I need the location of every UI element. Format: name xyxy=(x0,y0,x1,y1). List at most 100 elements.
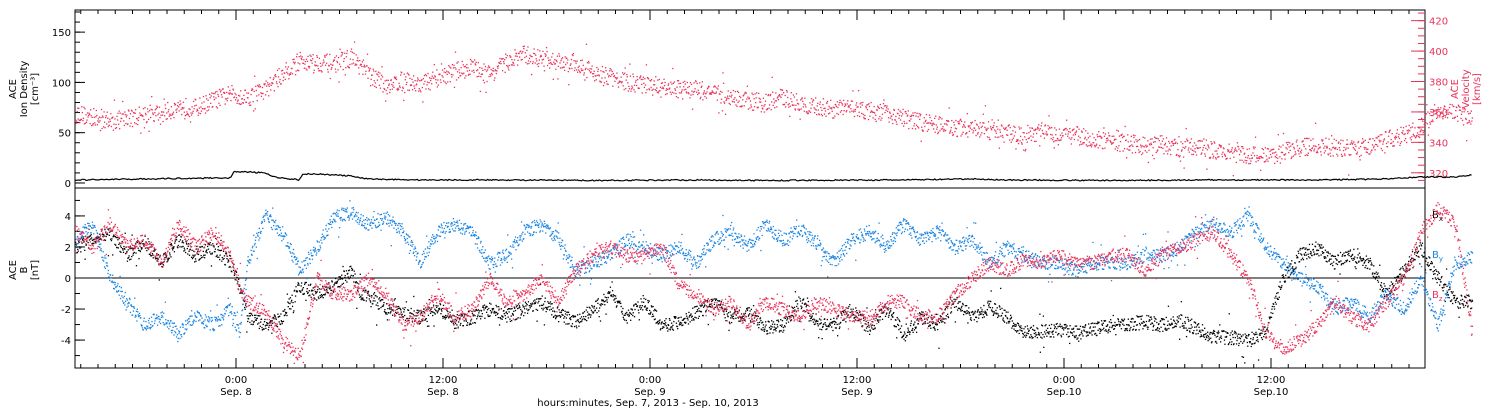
velocity-point xyxy=(1166,146,1168,148)
b-point-bx xyxy=(677,317,679,319)
velocity-point xyxy=(926,122,928,124)
velocity-point xyxy=(560,58,563,60)
velocity-point xyxy=(867,103,869,106)
b-point-bx xyxy=(861,325,863,327)
velocity-point xyxy=(721,91,723,93)
b-point-bx xyxy=(495,314,497,317)
b-point-bx xyxy=(111,238,113,240)
b-point-bx xyxy=(814,323,816,325)
b-point-bx xyxy=(475,308,477,311)
b-point-bx xyxy=(347,272,349,275)
velocity-point xyxy=(991,119,993,121)
b-point-bx xyxy=(427,307,429,309)
b-point-bx xyxy=(556,307,559,309)
b-point-bx xyxy=(951,303,954,305)
velocity-point xyxy=(953,124,956,126)
velocity-point xyxy=(458,72,461,74)
velocity-point xyxy=(484,65,487,68)
b-point-bx xyxy=(610,294,612,297)
b-point-bx xyxy=(657,320,659,323)
velocity-point xyxy=(1018,128,1021,130)
velocity-point xyxy=(704,95,706,98)
b-point-bx xyxy=(92,239,94,241)
velocity-point xyxy=(607,83,609,86)
b-point-bx xyxy=(391,309,393,311)
velocity-point xyxy=(567,70,569,73)
velocity-point xyxy=(539,56,542,58)
velocity-point xyxy=(375,86,377,89)
b-point-bx xyxy=(638,312,640,314)
velocity-point xyxy=(855,104,857,106)
b-point-bx xyxy=(259,315,261,317)
velocity-point xyxy=(578,65,580,67)
b-point-bx xyxy=(911,329,913,331)
velocity-point xyxy=(961,133,963,135)
b-point-bx xyxy=(725,310,728,312)
b-point-bx xyxy=(109,238,112,240)
velocity-point xyxy=(825,115,827,117)
b-point-bx xyxy=(873,318,875,320)
velocity-point xyxy=(1084,137,1086,140)
b-point-bx xyxy=(830,318,832,321)
velocity-point xyxy=(1334,148,1336,150)
b-point-bx xyxy=(495,311,498,314)
b-point-bx xyxy=(833,317,835,319)
velocity-point xyxy=(1363,146,1365,149)
b-point-bx xyxy=(290,301,292,303)
velocity-point xyxy=(838,104,840,106)
velocity-point xyxy=(460,75,462,77)
b-point-bx xyxy=(800,307,803,310)
velocity-point xyxy=(1027,137,1030,140)
velocity-point xyxy=(293,63,296,65)
velocity-point xyxy=(1440,107,1442,109)
velocity-point xyxy=(893,108,895,111)
b-point-bx xyxy=(460,315,462,317)
velocity-point xyxy=(699,97,701,100)
velocity-point xyxy=(189,108,191,111)
velocity-point xyxy=(842,99,845,101)
b-point-bx xyxy=(316,291,318,293)
velocity-point xyxy=(967,136,969,138)
velocity-point xyxy=(978,126,980,128)
velocity-point xyxy=(321,64,324,66)
velocity-point xyxy=(1143,146,1145,148)
b-point-bx xyxy=(281,322,283,325)
b-point-bx xyxy=(216,254,218,256)
velocity-point xyxy=(466,63,468,66)
b-point-bx xyxy=(334,282,336,284)
velocity-point xyxy=(1356,151,1359,153)
velocity-point xyxy=(999,131,1002,133)
velocity-point xyxy=(413,87,416,89)
b-point-bx xyxy=(303,292,305,295)
b-point-bx xyxy=(297,282,300,285)
velocity-point xyxy=(458,69,460,71)
b-point-bx xyxy=(215,255,217,258)
b-point-bx xyxy=(584,318,587,321)
b-point-bx xyxy=(819,328,821,330)
velocity-point xyxy=(353,41,356,43)
velocity-point xyxy=(1009,139,1011,141)
b-point-bx xyxy=(523,306,525,308)
b-point-bx xyxy=(832,329,834,332)
velocity-point xyxy=(122,100,124,103)
b-point-bx xyxy=(432,304,435,306)
velocity-point xyxy=(752,109,755,111)
b-point-bx xyxy=(350,274,352,277)
velocity-point xyxy=(1228,143,1230,145)
velocity-point xyxy=(1005,126,1007,129)
b-point-bx xyxy=(197,250,199,253)
b-point-bx xyxy=(933,326,935,328)
velocity-point xyxy=(792,94,795,96)
velocity-point xyxy=(205,98,208,100)
velocity-point xyxy=(396,89,399,91)
velocity-point xyxy=(1137,139,1139,141)
velocity-point xyxy=(1032,133,1035,135)
velocity-point xyxy=(1432,120,1434,123)
velocity-point xyxy=(559,67,562,69)
velocity-point xyxy=(903,125,905,127)
b-point-bx xyxy=(429,312,432,314)
velocity-point xyxy=(574,60,577,62)
b-point-bx xyxy=(344,277,346,279)
velocity-point xyxy=(612,85,614,87)
velocity-point xyxy=(987,121,990,123)
